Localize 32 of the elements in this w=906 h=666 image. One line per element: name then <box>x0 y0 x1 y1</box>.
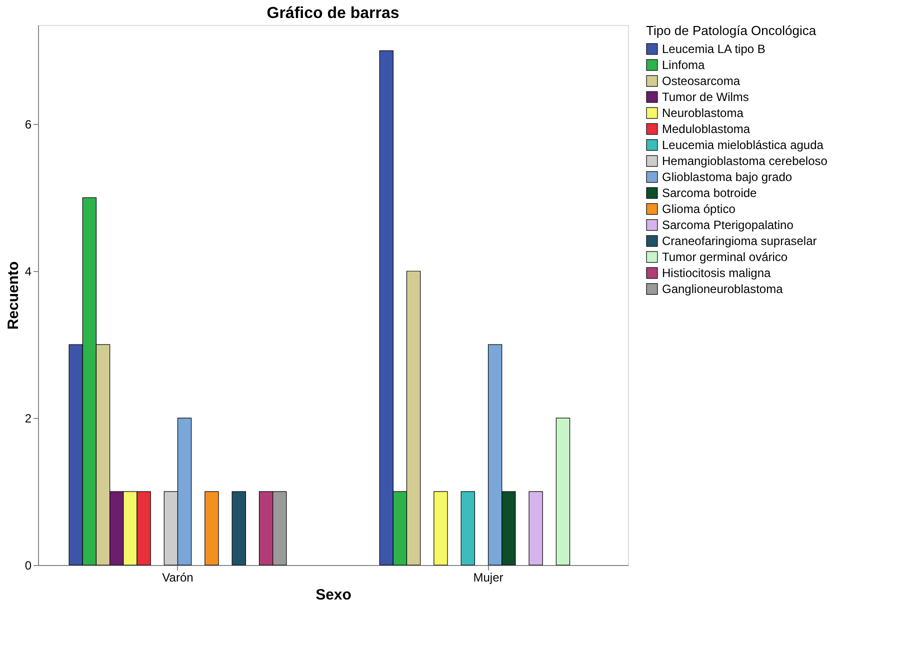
bar <box>460 491 475 566</box>
bar <box>556 418 570 566</box>
legend-label: Glioblastoma bajo grado <box>662 170 792 184</box>
legend-label: Histiocitosis maligna <box>662 266 772 280</box>
legend-label: Osteosarcoma <box>662 74 740 88</box>
x-tick-label: Mujer <box>473 570 504 584</box>
bar <box>232 491 246 566</box>
legend-label: Meduloblastoma <box>662 122 750 136</box>
legend-label: Craneofaringioma supraselar <box>662 234 817 248</box>
legend-label: Leucemia mieloblástica aguda <box>662 138 824 152</box>
legend-title: Tipo de Patología Oncológica <box>646 23 817 38</box>
x-tick-label: Varón <box>162 570 194 584</box>
bar <box>528 491 543 566</box>
y-axis-title: Recuento <box>4 261 22 330</box>
y-tick-label: 2 <box>24 412 32 426</box>
legend-label: Neuroblastoma <box>662 106 744 120</box>
legend-label: Hemangioblastoma cerebeloso <box>662 154 828 168</box>
y-tick-label: 6 <box>24 118 32 132</box>
y-tick-label: 4 <box>24 264 32 279</box>
legend-label: Sarcoma Pterigopalatino <box>662 218 794 232</box>
legend-label: Tumor germinal ovárico <box>662 250 788 264</box>
bar <box>434 491 448 566</box>
x-axis-title: Sexo <box>316 586 352 604</box>
y-tick-label: 0 <box>24 558 32 572</box>
legend-label: Leucemia LA tipo B <box>662 42 766 56</box>
legend-label: Tumor de Wilms <box>662 90 749 104</box>
legend-label: Ganglioneuroblastoma <box>662 282 784 296</box>
legend-label: Sarcoma botroide <box>662 186 758 200</box>
bar <box>204 491 219 566</box>
legend-label: Linfoma <box>662 58 706 72</box>
chart-title: Gráfico de barras <box>266 5 400 22</box>
legend-label: Glioma óptico <box>662 202 736 216</box>
